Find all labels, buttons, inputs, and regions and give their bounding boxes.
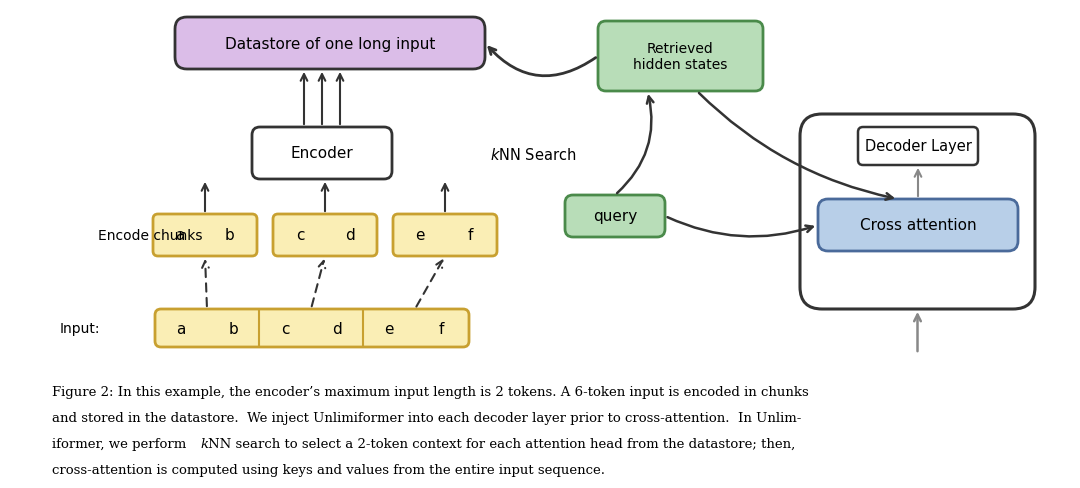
FancyBboxPatch shape [153,215,257,257]
FancyBboxPatch shape [818,200,1018,251]
FancyBboxPatch shape [598,22,762,92]
Text: Retrieved
hidden states: Retrieved hidden states [633,42,728,72]
Text: e: e [415,228,424,243]
Text: cross-attention is computed using keys and values from the entire input sequence: cross-attention is computed using keys a… [52,463,605,476]
Text: Cross attention: Cross attention [860,218,976,233]
Text: Datastore of one long input: Datastore of one long input [225,37,435,51]
FancyBboxPatch shape [565,196,665,238]
Text: a: a [175,228,185,243]
Text: a: a [176,321,186,336]
Text: and stored in the datastore.  We inject Unlimiformer into each decoder layer pri: and stored in the datastore. We inject U… [52,411,801,424]
Text: b: b [225,228,234,243]
Text: c: c [281,321,289,336]
Text: Encoder: Encoder [291,146,353,161]
Text: Decoder Layer: Decoder Layer [865,139,971,154]
Text: query: query [593,209,637,224]
FancyBboxPatch shape [393,215,497,257]
Text: f: f [468,228,473,243]
FancyBboxPatch shape [273,215,377,257]
Text: iformer, we perform: iformer, we perform [52,437,190,450]
FancyBboxPatch shape [252,128,392,180]
Text: Input:: Input: [59,321,100,335]
FancyBboxPatch shape [175,18,485,70]
FancyBboxPatch shape [858,128,978,165]
Text: NN search to select a 2-token context for each attention head from the datastore: NN search to select a 2-token context fo… [208,437,795,450]
Text: $k$NN Search: $k$NN Search [490,147,577,163]
Text: f: f [438,321,444,336]
Text: c: c [296,228,305,243]
Text: Encode chunks: Encode chunks [98,228,203,243]
Text: e: e [384,321,394,336]
Text: k: k [200,437,208,450]
FancyBboxPatch shape [156,309,469,347]
Text: d: d [346,228,355,243]
Text: b: b [228,321,238,336]
Text: Figure 2: In this example, the encoder’s maximum input length is 2 tokens. A 6-t: Figure 2: In this example, the encoder’s… [52,385,809,398]
FancyBboxPatch shape [800,115,1035,309]
Text: d: d [333,321,342,336]
